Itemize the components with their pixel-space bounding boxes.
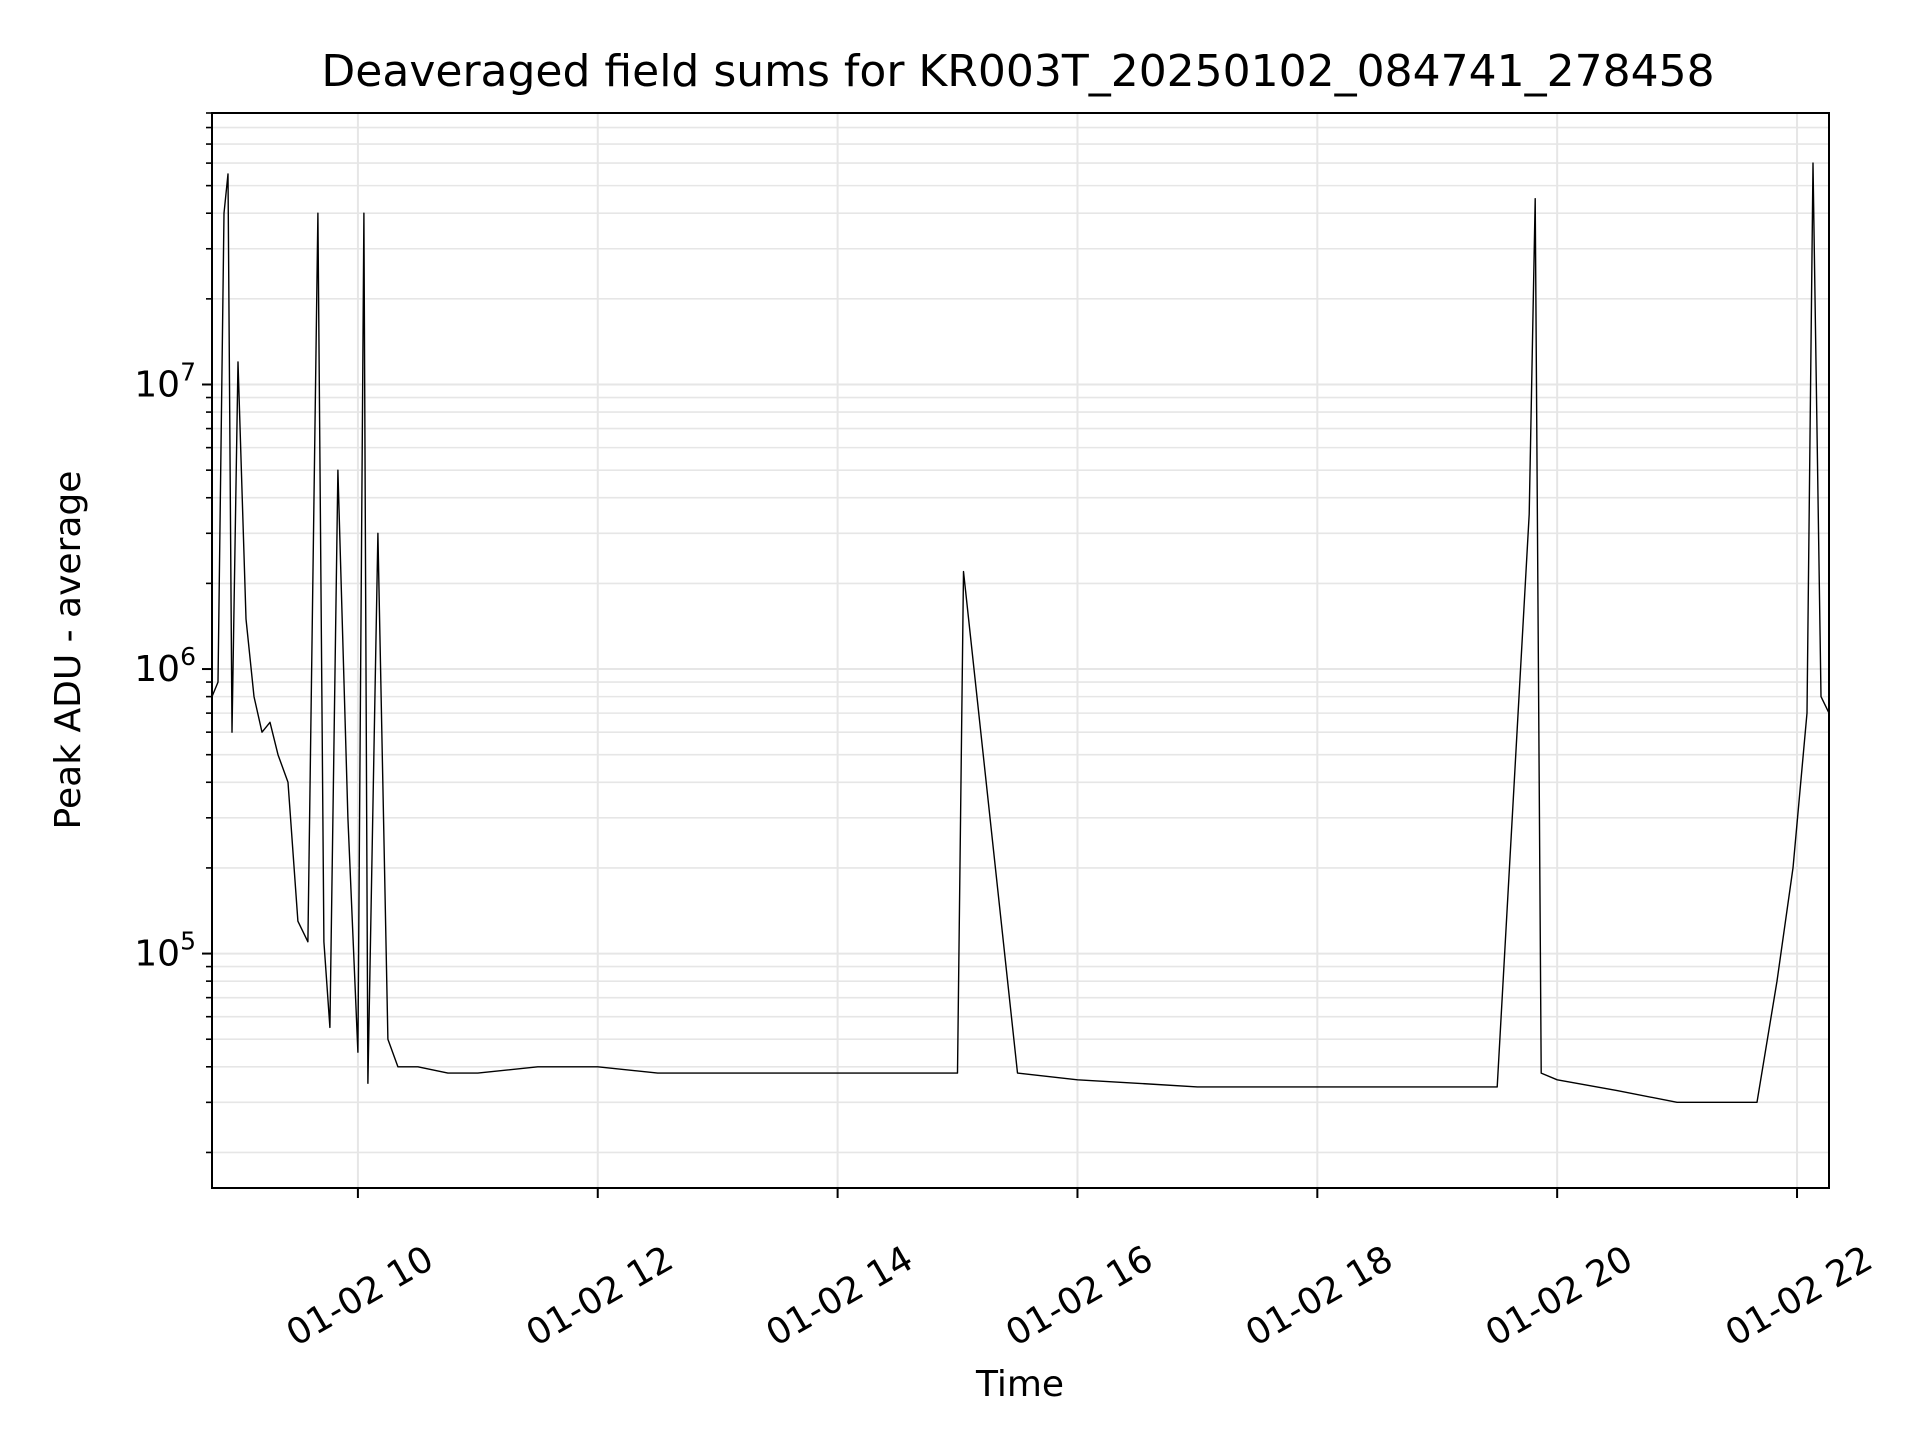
series-layer xyxy=(211,162,1830,1103)
y-axis-label: Peak ADU - average xyxy=(48,471,89,830)
y-tick-label: 106 xyxy=(134,642,196,690)
series-line xyxy=(211,162,1830,1103)
grid-lines xyxy=(212,112,1829,1188)
x-axis-label: Time xyxy=(975,1364,1064,1405)
y-tick-label: 105 xyxy=(134,927,196,975)
y-axis: 105 106 107 xyxy=(134,112,212,1154)
chart-title: Deaveraged field sums for KR003T_2025010… xyxy=(321,46,1714,97)
plot-frame xyxy=(211,112,1830,1189)
y-tick-label: 107 xyxy=(134,358,196,406)
